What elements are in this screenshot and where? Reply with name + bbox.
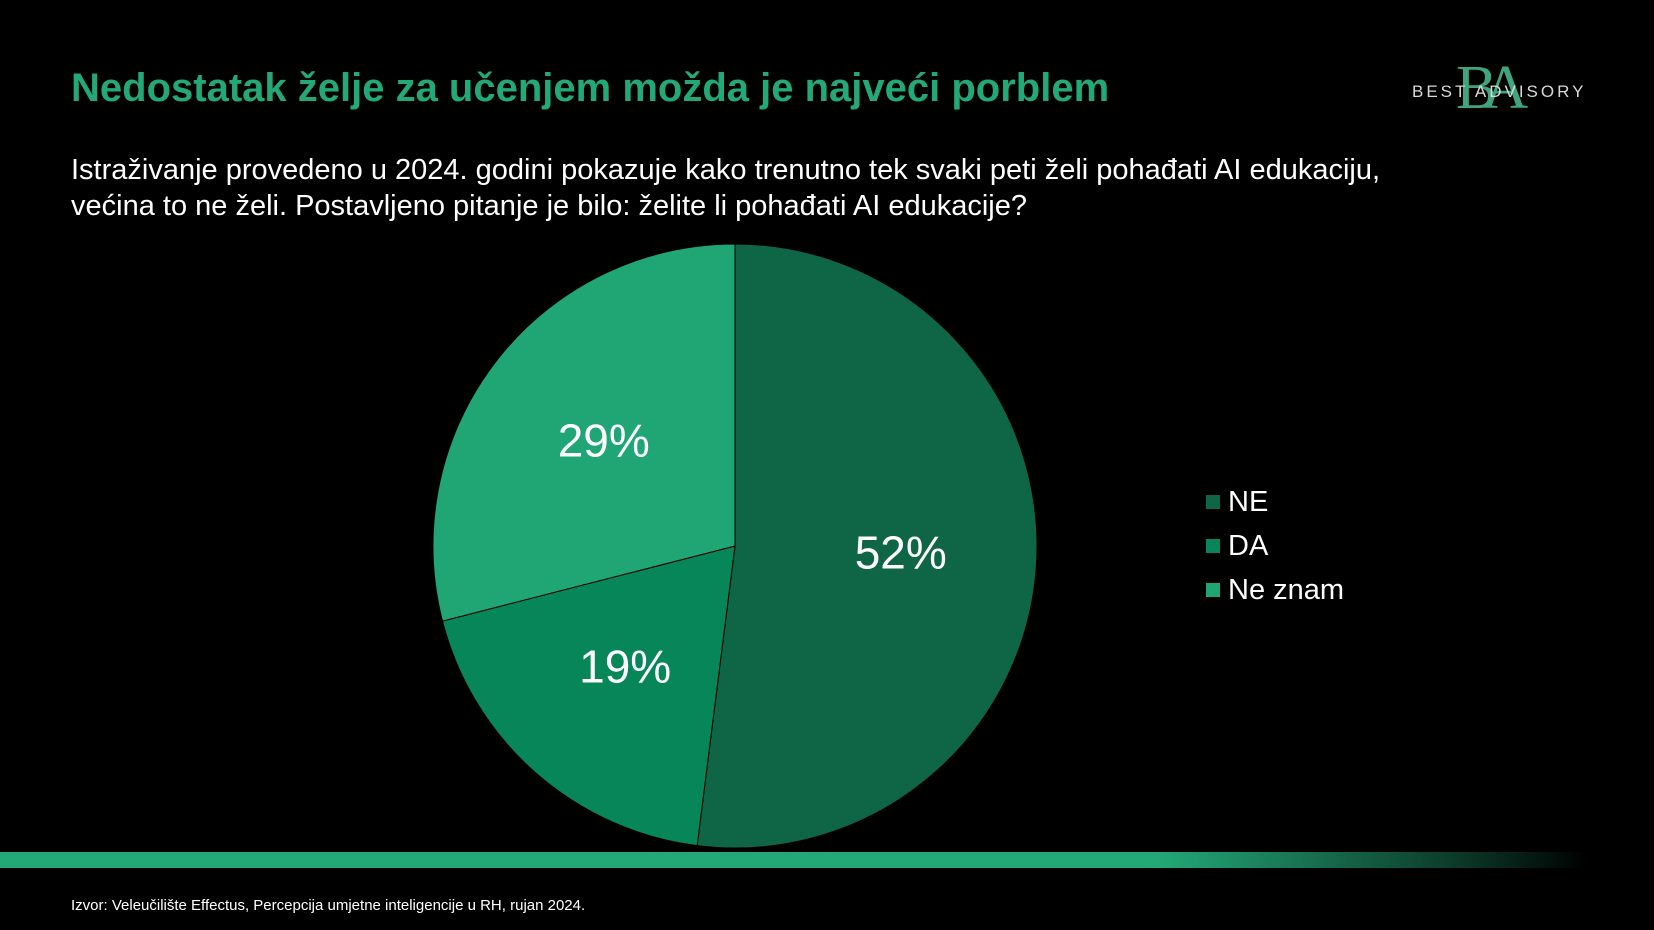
- pie-slice-ne-znam: [432, 243, 736, 622]
- slide-subtitle: Istraživanje provedeno u 2024. godini po…: [71, 152, 1380, 224]
- legend-swatch: [1206, 495, 1220, 509]
- legend-item-da: DA: [1206, 524, 1344, 568]
- bottom-accent-bar: [0, 852, 1654, 868]
- pie-slice-ne: [696, 243, 1038, 849]
- legend-swatch: [1206, 583, 1220, 597]
- subtitle-line-1: Istraživanje provedeno u 2024. godini po…: [71, 154, 1381, 186]
- source-note: Izvor: Veleučilište Effectus, Percepcija…: [71, 897, 586, 914]
- company-logo: BA BEST ADVISORY: [1408, 56, 1583, 128]
- chart-legend: NE DA Ne znam: [1206, 480, 1344, 612]
- logo-text: BEST ADVISORY: [1412, 82, 1587, 101]
- legend-swatch: [1206, 539, 1220, 553]
- legend-label: Ne znam: [1228, 573, 1345, 606]
- pie-label-da: 19%: [579, 641, 671, 693]
- legend-label: DA: [1228, 529, 1269, 562]
- pie-label-ne: 52%: [855, 527, 947, 579]
- subtitle-line-2: većina to ne želi. Postavljeno pitanje j…: [71, 190, 1027, 222]
- pie-slice-da: [441, 545, 736, 847]
- legend-label: NE: [1228, 485, 1269, 518]
- legend-item-ne-znam: Ne znam: [1206, 568, 1344, 612]
- pie-label-ne-znam: 29%: [558, 414, 650, 466]
- legend-item-ne: NE: [1206, 480, 1344, 524]
- slide-title: Nedostatak želje za učenjem možda je naj…: [71, 66, 1110, 110]
